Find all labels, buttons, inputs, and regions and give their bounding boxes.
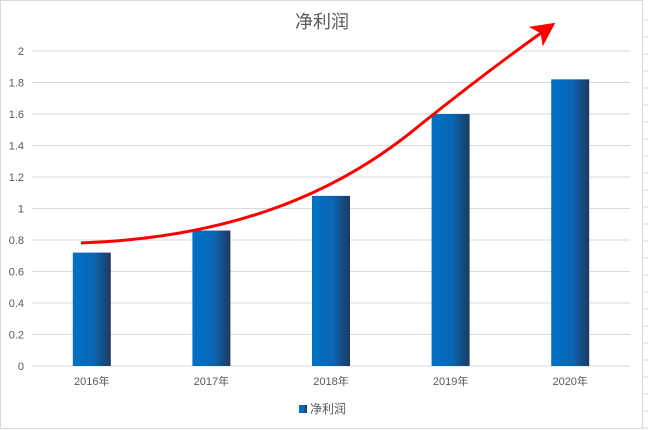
legend-label: 净利润 [310,402,346,416]
y-tick-label: 0.8 [9,235,24,247]
legend-swatch [299,405,307,413]
x-tick-label: 2019年 [433,374,468,388]
bar [551,79,590,366]
y-tick-label: 0.2 [9,330,24,342]
x-tick-label: 2017年 [194,374,229,388]
bar [72,252,111,366]
y-tick-label: 2 [18,46,24,58]
y-tick-label: 1 [18,204,24,216]
x-tick-label: 2018年 [313,374,348,388]
x-tick-label: 2020年 [552,374,587,388]
bar [192,230,231,366]
y-tick-label: 1.6 [9,109,24,121]
x-tick-label: 2016年 [74,374,109,388]
y-tick-label: 1.4 [9,141,24,153]
bar [312,195,350,366]
bar [431,114,470,366]
chart-title: 净利润 [295,12,349,32]
y-tick-label: 0 [18,361,24,373]
trend-arrow [80,22,556,245]
y-tick-label: 1.8 [9,78,24,90]
y-tick-label: 0.6 [9,267,24,279]
y-tick-label: 0.4 [9,298,24,310]
y-tick-label: 1.2 [9,172,24,184]
legend: 净利润 [299,402,346,416]
